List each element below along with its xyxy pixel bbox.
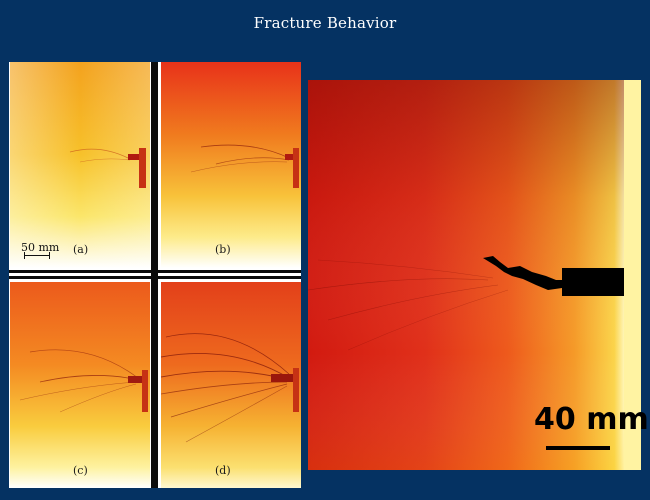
panel-divider-horizontal-2	[9, 276, 301, 279]
slide-title: Fracture Behavior	[253, 14, 397, 32]
panel-b-image	[161, 62, 301, 268]
panel-divider-horizontal	[9, 270, 301, 273]
fracture-closeup-image	[308, 80, 641, 470]
small-scale-label: 50 mm	[21, 241, 60, 254]
panel-divider-vertical-gap	[158, 62, 161, 488]
panel-b-label: (b)	[215, 243, 231, 256]
large-scale-bar	[546, 446, 610, 450]
large-scale-label: 40 mm	[534, 402, 649, 437]
panel-a-image	[10, 62, 150, 268]
panel-divider-vertical	[151, 62, 158, 488]
small-scale-bar	[24, 252, 50, 259]
panel-d-image	[161, 282, 301, 488]
panel-d-label: (d)	[215, 464, 231, 477]
panel-a-label: (a)	[73, 243, 89, 256]
panel-c-image	[10, 282, 150, 488]
fracture-sequence-panels: (a) 50 mm (b)	[9, 62, 301, 488]
panel-c-label: (c)	[73, 464, 88, 477]
